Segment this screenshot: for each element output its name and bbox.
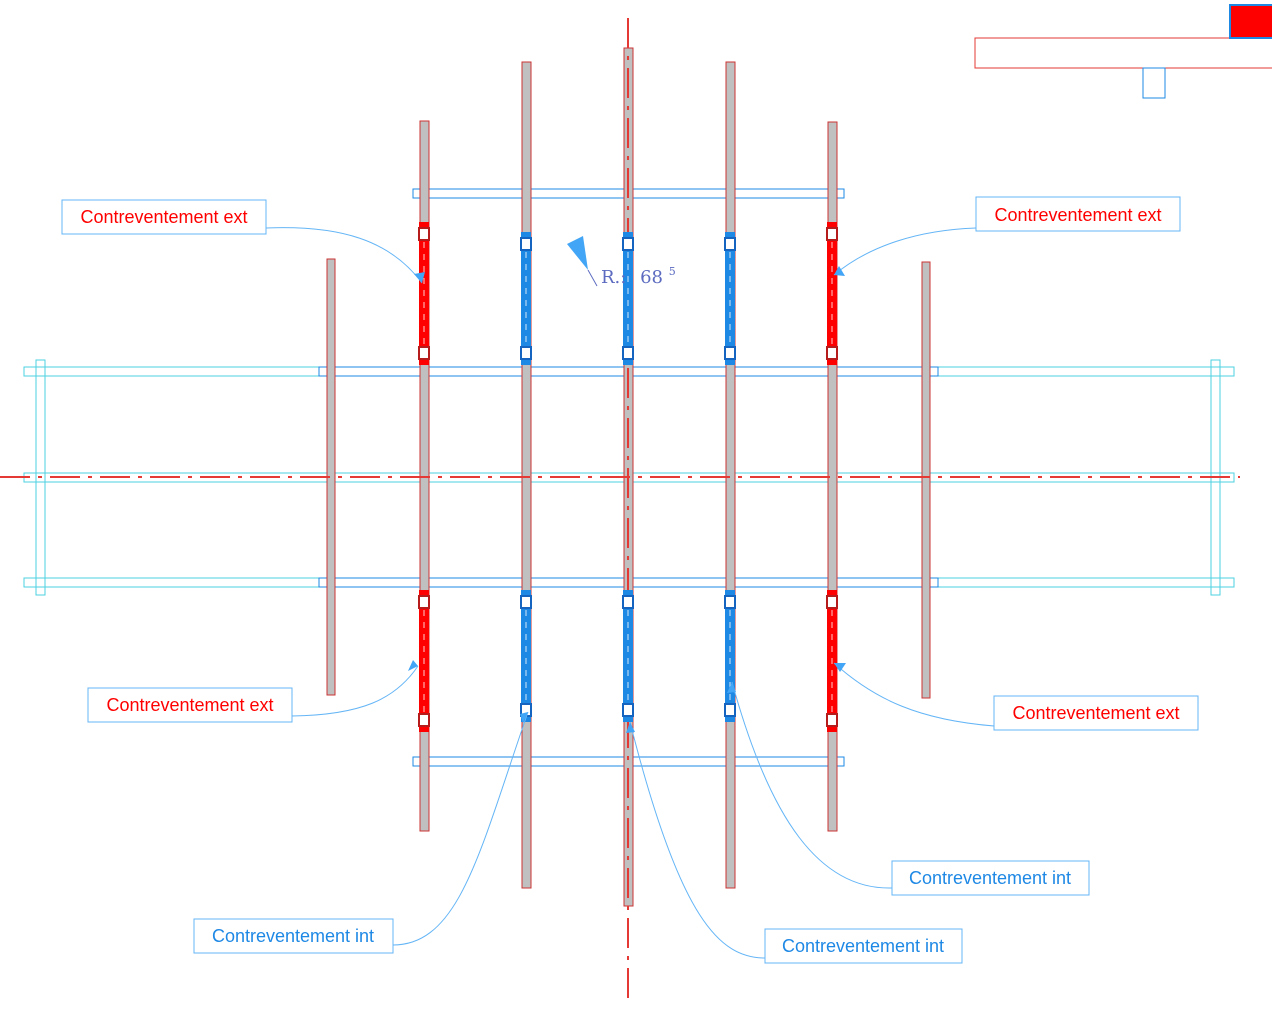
center-axes bbox=[0, 18, 1240, 998]
svg-text:R.: 68 5: R.: 68 5 bbox=[601, 265, 676, 288]
label-ext-top-left-text: Contreventement ext bbox=[80, 207, 247, 227]
girder-outer-right bbox=[921, 261, 931, 699]
title-block-fragment bbox=[974, 4, 1272, 99]
label-ext-bottom-right-text: Contreventement ext bbox=[1012, 703, 1179, 723]
level-marker: R.: 68 5 bbox=[567, 236, 676, 288]
label-int-bottom-right-text: Contreventement int bbox=[909, 868, 1071, 888]
bracing-int-top-2 bbox=[520, 232, 532, 365]
label-ext-bottom-right: Contreventement ext bbox=[993, 695, 1199, 731]
girder-4 bbox=[725, 61, 736, 889]
leader-arrowheads bbox=[408, 266, 846, 733]
leader-lines bbox=[265, 227, 995, 959]
label-int-bottom-left-text: Contreventement int bbox=[212, 926, 374, 946]
bracing-int-top-4 bbox=[724, 232, 736, 365]
label-int-bottom-center-text: Contreventement int bbox=[782, 936, 944, 956]
label-int-bottom-center: Contreventement int bbox=[764, 928, 963, 964]
level-marker-value: 68 bbox=[640, 267, 663, 288]
label-ext-bottom-left: Contreventement ext bbox=[87, 687, 293, 723]
label-ext-top-right: Contreventement ext bbox=[975, 196, 1181, 232]
level-marker-superscript: 5 bbox=[669, 265, 676, 278]
label-int-bottom-right: Contreventement int bbox=[891, 860, 1090, 896]
label-ext-top-left: Contreventement ext bbox=[61, 199, 267, 235]
label-ext-bottom-left-text: Contreventement ext bbox=[106, 695, 273, 715]
level-marker-prefix: R.: bbox=[601, 267, 626, 288]
level-marker-triangle-icon bbox=[567, 236, 588, 270]
label-ext-top-right-text: Contreventement ext bbox=[994, 205, 1161, 225]
bracing-int-bottom-2 bbox=[520, 590, 532, 722]
bracing-layer bbox=[418, 222, 838, 732]
label-int-bottom-left: Contreventement int bbox=[193, 918, 394, 954]
bracing-ext-top-right bbox=[826, 222, 838, 365]
bracing-int-bottom-4 bbox=[724, 590, 736, 722]
girder-2 bbox=[521, 61, 532, 889]
bracing-ext-top-left bbox=[418, 222, 430, 365]
bracing-int-bottom-center bbox=[622, 590, 634, 722]
bracing-ext-bottom-left bbox=[418, 590, 430, 732]
bracing-ext-bottom-right bbox=[826, 590, 838, 732]
bracing-int-top-center bbox=[622, 232, 634, 365]
